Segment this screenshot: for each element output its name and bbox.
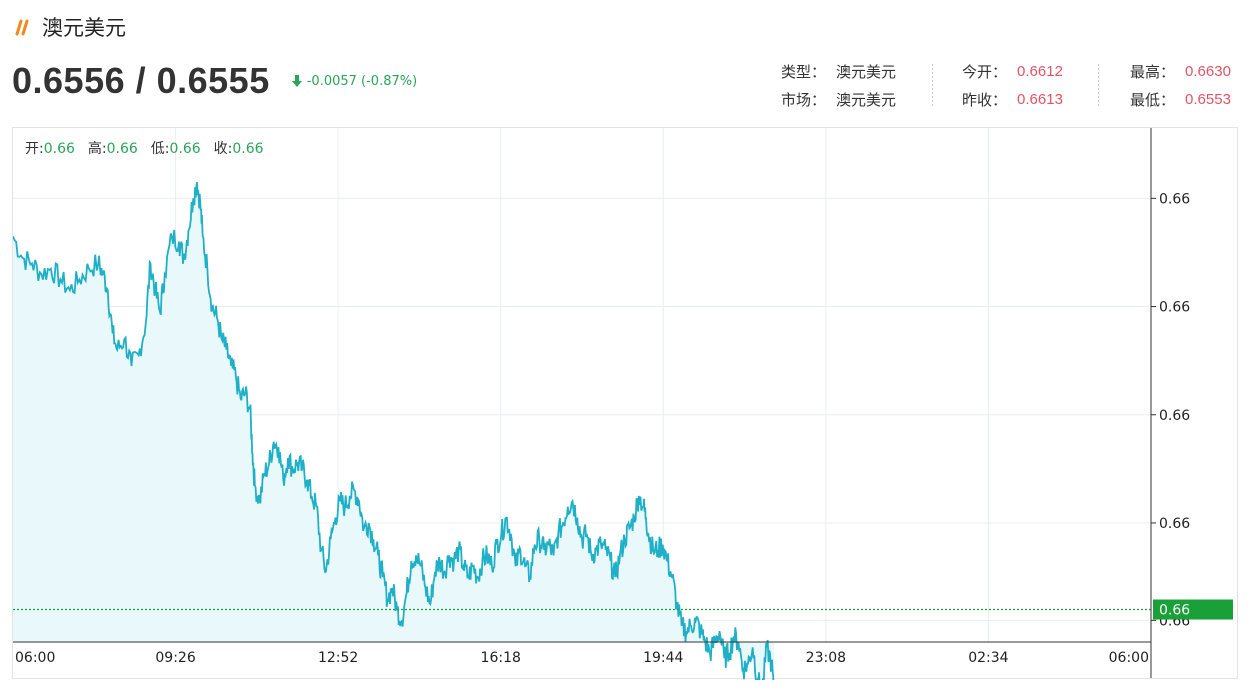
x-tick-label: 19:44 (643, 650, 683, 666)
y-tick-label: 0.66 (1159, 516, 1190, 532)
y-tick-label: 0.66 (1159, 408, 1190, 424)
price-line (13, 181, 775, 680)
ohlc-close-value: 0.66 (232, 141, 264, 157)
page-title: 澳元美元 (42, 16, 126, 40)
high-label: 最高 (1130, 63, 1161, 81)
info-divider (932, 64, 933, 106)
x-tick-label: 06:00 (15, 650, 55, 666)
current-price-label: 0.66 (1159, 603, 1190, 619)
y-tick-label: 0.66 (1159, 300, 1190, 316)
title-bar: 澳元美元 (12, 12, 126, 42)
ohlc-low-value: 0.66 (169, 141, 201, 157)
x-tick-label: 12:52 (318, 650, 358, 666)
ohlc-high-value: 0.66 (106, 141, 138, 157)
price-change: -0.0057 (-0.87%) (291, 73, 418, 89)
ohlc-readout: 开:0.66 高:0.66 低:0.66 收:0.66 (25, 141, 264, 157)
x-tick-label: 16:18 (481, 650, 521, 666)
info-type-market: 类型：澳元美元 市场：澳元美元 (781, 58, 896, 114)
current-price-marker (1153, 599, 1233, 620)
bid-ask-price: 0.6556 / 0.6555 (12, 60, 270, 101)
price-area-fill (13, 182, 774, 680)
prev-close-label: 昨收 (962, 91, 993, 109)
ohlc-open-value: 0.66 (43, 141, 75, 157)
type-value: 澳元美元 (836, 63, 897, 81)
price-row: 0.6556 / 0.6555 -0.0057 (-0.87%) (12, 60, 417, 102)
market-label: 市场 (781, 91, 812, 109)
high-value: 0.6630 (1185, 63, 1231, 80)
arrow-down-icon (291, 75, 302, 87)
chart-panel[interactable]: 06:00 09:26 12:52 16:18 19:44 23:08 02:34 06:00… (12, 127, 1239, 680)
open-value: 0.6612 (1017, 63, 1063, 80)
x-tick-label: 23:08 (806, 650, 846, 666)
prev-close-value: 0.6613 (1017, 91, 1063, 108)
open-label: 今开 (962, 63, 993, 81)
y-tick-label: 0.66 (1159, 191, 1190, 207)
ohlc-high-label: 高 (87, 141, 102, 157)
x-tick-label: 02:34 (968, 650, 1008, 666)
info-high-low: 最高： 0.6630 最低： 0.6553 (1130, 58, 1231, 114)
ohlc-low-label: 低 (150, 141, 165, 157)
x-tick-label: 06:00 (1109, 650, 1149, 666)
type-label: 类型 (781, 63, 812, 81)
chart-axes: 06:00 09:26 12:52 16:18 19:44 23:08 02:34 06:00… (13, 128, 1233, 678)
price-change-text: -0.0057 (-0.87%) (306, 73, 418, 89)
low-label: 最低 (1130, 91, 1161, 109)
info-divider (1098, 64, 1099, 106)
ohlc-close-label: 收 (213, 141, 228, 157)
price-chart[interactable]: 06:00 09:26 12:52 16:18 19:44 23:08 02:34 06:00… (13, 128, 1239, 680)
logo-slash-icon (15, 19, 29, 36)
x-tick-label: 09:26 (155, 650, 195, 666)
low-value: 0.6553 (1185, 91, 1231, 108)
info-open-prevclose: 今开： 0.6612 昨收： 0.6613 (962, 58, 1063, 114)
ohlc-open-label: 开 (25, 141, 39, 157)
market-value: 澳元美元 (836, 91, 897, 109)
